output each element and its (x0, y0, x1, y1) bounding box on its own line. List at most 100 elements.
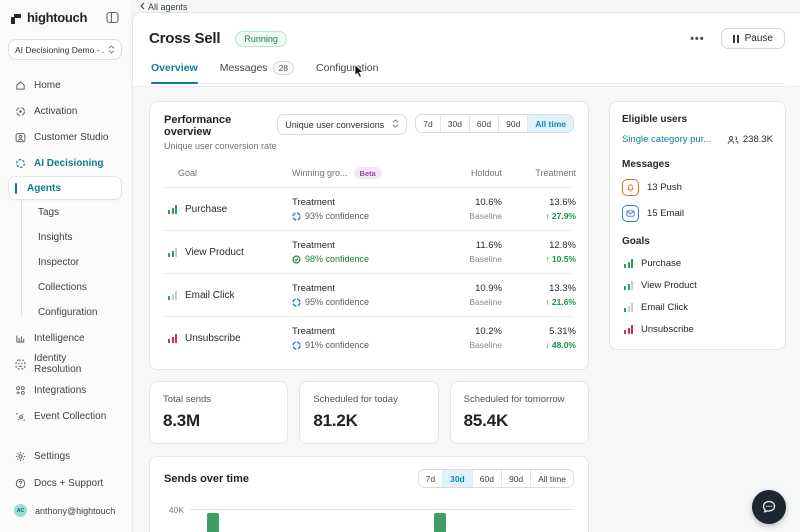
overflow-menu-icon[interactable]: ••• (690, 32, 705, 45)
sidebar-item-home[interactable]: Home (8, 72, 122, 98)
stat-label: Scheduled for today (313, 394, 398, 405)
logo-row: hightouch (8, 10, 122, 25)
table-row-email-click[interactable]: Email Click Treatment 95% confidence 10.… (164, 273, 576, 316)
chevron-updown-icon (392, 119, 399, 130)
sidebar-item-agents[interactable]: Agents (8, 176, 122, 200)
chat-widget-button[interactable] (752, 490, 786, 524)
range-60d[interactable]: 60d (468, 115, 499, 132)
range-90d[interactable]: 90d (498, 115, 528, 132)
breadcrumb[interactable]: All agents (140, 1, 188, 12)
help-icon (14, 478, 26, 490)
delta-arrow: ↓ (545, 340, 550, 350)
range-90d[interactable]: 90d (500, 470, 531, 487)
tab-label: Configuration (316, 62, 379, 74)
sidebar-item-settings[interactable]: Settings (8, 443, 122, 470)
stats-row: Total sends 8.3M Scheduled for today 81.… (149, 381, 589, 444)
identity-resolution-icon (14, 358, 26, 370)
range-7d[interactable]: 7d (416, 115, 440, 132)
goal-bars-green-icon (168, 290, 177, 300)
confidence-label: 98% confidence (305, 254, 370, 264)
goal-bars-red-icon (624, 325, 633, 334)
sidebar-item-ai-decisioning[interactable]: AI Decisioning (8, 150, 122, 176)
sidebar-item-insights[interactable]: Insights (8, 225, 122, 250)
send-bar[interactable] (207, 513, 219, 532)
sidebar-item-customer-studio[interactable]: Customer Studio (8, 124, 122, 150)
send-bar[interactable] (434, 513, 446, 532)
gear-icon (14, 451, 26, 463)
delta-value: 27.9% (551, 211, 576, 221)
sidebar-item-configuration[interactable]: Configuration (8, 300, 122, 325)
delta-arrow: ↑ (545, 297, 550, 307)
sidebar-item-label: Tags (38, 207, 60, 218)
sidebar-item-collections[interactable]: Collections (8, 275, 122, 300)
confidence-label: 95% confidence (305, 297, 370, 307)
tab-configuration[interactable]: Configuration (316, 61, 378, 83)
winner-label: Treatment (292, 326, 335, 337)
workspace-selector[interactable]: AI Decisioning Demo - ... (8, 39, 122, 60)
sidebar-collapse-icon[interactable] (106, 11, 120, 25)
winner-label: Treatment (292, 240, 335, 251)
tab-label: Messages (219, 62, 268, 74)
agent-panel: Cross Sell Running ••• Pause Overview (132, 12, 800, 532)
sidebar-item-account[interactable]: AC anthony@hightouch.io (8, 497, 122, 524)
sidebar-item-intelligence[interactable]: Intelligence (8, 325, 122, 351)
logo-text: hightouch (27, 10, 88, 25)
goals-section-title: Goals (622, 236, 650, 247)
range-7d[interactable]: 7d (418, 470, 443, 487)
pause-button[interactable]: Pause (720, 28, 785, 49)
range-60d[interactable]: 60d (471, 470, 501, 487)
tab-overview[interactable]: Overview (151, 61, 198, 84)
holdout-value: 10.6% (475, 197, 502, 208)
stat-value: 81.2K (313, 411, 358, 430)
delta-value: 21.6% (551, 297, 576, 307)
sends-over-time-card: Sends over time 7d 30d 60d 90d All time … (149, 456, 589, 532)
holdout-value: 10.2% (475, 326, 502, 337)
sends-title: Sends over time (164, 472, 249, 485)
sidebar-item-integrations[interactable]: Integrations (8, 377, 122, 403)
sidebar-item-label: Identity Resolution (34, 353, 82, 375)
range-30d[interactable]: 30d (439, 115, 469, 132)
tab-messages[interactable]: Messages 28 (219, 61, 295, 83)
sidebar-item-tags[interactable]: Tags (8, 200, 122, 225)
range-all-time[interactable]: All time (527, 115, 573, 132)
sidebar-item-inspector[interactable]: Inspector (8, 250, 122, 275)
col-winning-group: Winning gro... (292, 168, 348, 178)
sidebar-item-activation[interactable]: Activation (8, 98, 122, 124)
metric-select[interactable]: Unique user conversions (277, 114, 408, 135)
treatment-value: 12.8% (549, 240, 576, 251)
overview-content: Performance overview Unique user convers… (133, 86, 800, 532)
sidebar-item-label: Collections (38, 282, 87, 293)
sidebar-item-event-collection[interactable]: Event Collection (8, 403, 122, 429)
workspace-label: AI Decisioning Demo - ... (15, 44, 104, 55)
winner-label: Treatment (292, 197, 335, 208)
chevron-updown-icon (108, 41, 115, 59)
goal-item-label: Unsubscribe (641, 324, 694, 335)
col-goal: Goal (178, 168, 198, 178)
audience-count: 238.3K (742, 134, 773, 145)
sidebar-item-docs-support[interactable]: Docs + Support (8, 470, 122, 497)
table-row-view-product[interactable]: View Product Treatment 98% confidence 11… (164, 230, 576, 273)
goal-item-label: Purchase (641, 258, 682, 269)
table-row-purchase[interactable]: Purchase Treatment 93% confidence 10.6% B… (164, 187, 576, 230)
sidebar-item-label: Activation (34, 105, 78, 117)
table-row-unsubscribe[interactable]: Unsubscribe Treatment 91% confidence 10.… (164, 316, 576, 359)
goal-item-label: Email Click (641, 302, 688, 313)
account-email: anthony@hightouch.io (35, 505, 116, 516)
ai-decisioning-icon (14, 157, 26, 169)
holdout-sub: Baseline (469, 254, 502, 264)
goal-bars-green-icon (168, 204, 177, 214)
home-icon (14, 79, 26, 91)
audience-link[interactable]: Single category pur... (622, 134, 712, 145)
message-email-label: 15 Email (647, 208, 684, 219)
confidence-progress-icon (292, 340, 301, 350)
range-30d[interactable]: 30d (442, 470, 472, 487)
breadcrumb-label: All agents (148, 1, 188, 12)
sidebar-item-identity-resolution[interactable]: Identity Resolution (8, 351, 122, 377)
messages-section-title: Messages (622, 159, 670, 170)
y-axis-tick: 40K (168, 505, 184, 515)
goal-item-email-click: Email Click (622, 302, 773, 313)
range-all-time[interactable]: All time (530, 470, 573, 487)
eligible-users-card: Eligible users Single category pur... 23… (609, 101, 786, 350)
message-email-row: 15 Email (622, 205, 773, 222)
